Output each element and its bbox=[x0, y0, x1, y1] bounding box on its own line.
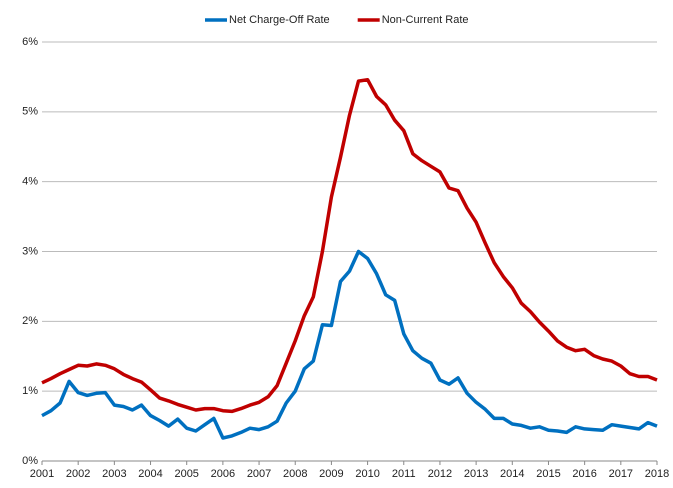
legend-label: Net Charge-Off Rate bbox=[229, 14, 330, 26]
x-tick-label: 2004 bbox=[138, 468, 162, 480]
x-tick-label: 2010 bbox=[355, 468, 379, 480]
x-tick-label: 2003 bbox=[102, 468, 126, 480]
y-tick-label: 4% bbox=[22, 176, 38, 188]
x-tick-label: 2013 bbox=[464, 468, 488, 480]
y-tick-label: 5% bbox=[22, 106, 38, 118]
x-tick-label: 2007 bbox=[247, 468, 271, 480]
x-tick-label: 2008 bbox=[283, 468, 307, 480]
x-tick-label: 2012 bbox=[428, 468, 452, 480]
y-tick-label: 1% bbox=[22, 385, 38, 397]
x-tick-label: 2005 bbox=[174, 468, 198, 480]
x-tick-label: 2017 bbox=[609, 468, 633, 480]
x-tick-label: 2016 bbox=[572, 468, 596, 480]
x-tick-label: 2015 bbox=[536, 468, 560, 480]
x-tick-label: 2011 bbox=[392, 468, 416, 480]
x-tick-label: 2018 bbox=[645, 468, 669, 480]
y-tick-label: 6% bbox=[22, 36, 38, 48]
x-tick-label: 2002 bbox=[66, 468, 90, 480]
series-line bbox=[41, 249, 658, 440]
y-tick-label: 0% bbox=[22, 455, 38, 467]
x-tick-label: 2014 bbox=[500, 468, 524, 480]
y-tick-label: 3% bbox=[22, 245, 38, 257]
y-tick-label: 2% bbox=[22, 315, 38, 327]
series-line bbox=[41, 77, 658, 414]
x-tick-label: 2001 bbox=[30, 468, 54, 480]
x-tick-label: 2006 bbox=[211, 468, 235, 480]
x-tick-label: 2009 bbox=[319, 468, 343, 480]
legend-label: Non-Current Rate bbox=[382, 14, 469, 26]
